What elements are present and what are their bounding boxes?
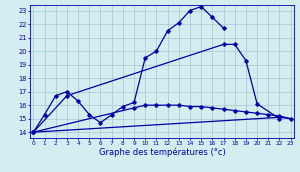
X-axis label: Graphe des températures (°c): Graphe des températures (°c) [99, 148, 225, 157]
